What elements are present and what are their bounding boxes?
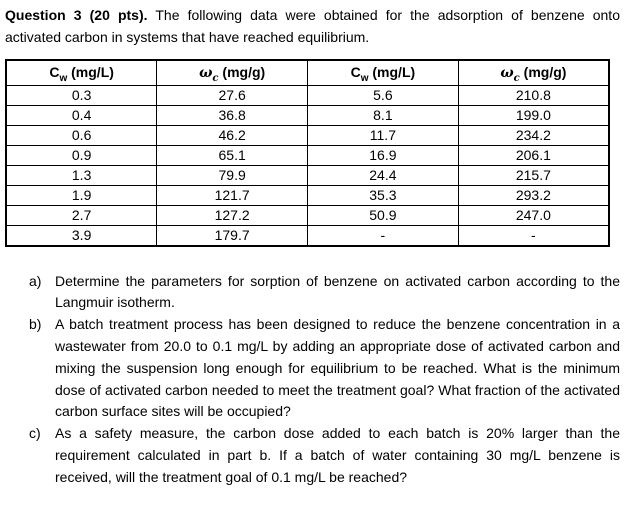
- table-cell: 27.6: [156, 84, 308, 106]
- table-cell: 8.1: [307, 104, 459, 126]
- col-header-wc-2: ωc (mg/g): [457, 59, 610, 86]
- table-cell: 1.9: [5, 184, 158, 206]
- table-row: 1.9 121.7 35.3 293.2: [5, 184, 610, 206]
- question-part-text: Determine the parameters for sorption of…: [55, 272, 620, 311]
- table-cell: 79.9: [156, 164, 308, 186]
- table-cell: 46.2: [156, 124, 308, 146]
- table-cell: 127.2: [156, 204, 308, 226]
- table-cell: 0.9: [5, 144, 158, 166]
- table-header-row: Cw (mg/L) ωc (mg/g) Cw (mg/L) ωc (mg/g): [5, 59, 610, 86]
- table-cell: 206.1: [457, 144, 610, 166]
- table-cell: 1.3: [5, 164, 158, 186]
- question-intro-text: The following data were obtained for the…: [5, 7, 620, 45]
- table-row: 0.4 36.8 8.1 199.0: [5, 104, 610, 126]
- table-cell: 121.7: [156, 184, 308, 206]
- question-part-c: c) As a safety measure, the carbon dose …: [29, 423, 620, 488]
- question-part-text: A batch treatment process has been desig…: [55, 316, 620, 420]
- table-cell: 3.9: [5, 224, 158, 247]
- table-cell: 36.8: [156, 104, 308, 126]
- table-cell: -: [457, 224, 610, 247]
- table-cell: 247.0: [457, 204, 610, 226]
- table-cell: -: [307, 224, 459, 247]
- table-row: 0.9 65.1 16.9 206.1: [5, 144, 610, 166]
- table-row: 1.3 79.9 24.4 215.7: [5, 164, 610, 186]
- table-cell: 16.9: [307, 144, 459, 166]
- table-row: 3.9 179.7 - -: [5, 224, 610, 247]
- table-cell: 35.3: [307, 184, 459, 206]
- table-cell: 0.3: [5, 84, 158, 106]
- question-part-label: c): [29, 425, 41, 442]
- table-cell: 24.4: [307, 164, 459, 186]
- question-part-label: b): [29, 316, 42, 333]
- table-cell: 199.0: [457, 104, 610, 126]
- table-cell: 50.9: [307, 204, 459, 226]
- table-cell: 234.2: [457, 124, 610, 146]
- question-part-label: a): [29, 272, 42, 289]
- question-number: Question 3 (20 pts).: [5, 7, 148, 23]
- table-cell: 11.7: [307, 124, 459, 146]
- question-parts-list: a) Determine the parameters for sorption…: [5, 271, 620, 489]
- question-part-text: As a safety measure, the carbon dose add…: [55, 425, 620, 485]
- table-cell: 210.8: [457, 84, 610, 106]
- table-row: 0.6 46.2 11.7 234.2: [5, 124, 610, 146]
- question-title: Question 3 (20 pts). The following data …: [5, 5, 620, 49]
- table-row: 0.3 27.6 5.6 210.8: [5, 84, 610, 106]
- col-header-wc-1: ωc (mg/g): [156, 59, 308, 86]
- table-cell: 65.1: [156, 144, 308, 166]
- col-header-cw-2: Cw (mg/L): [307, 59, 459, 86]
- question-part-a: a) Determine the parameters for sorption…: [29, 271, 620, 315]
- table-cell: 0.6: [5, 124, 158, 146]
- table-cell: 179.7: [156, 224, 308, 247]
- table-cell: 0.4: [5, 104, 158, 126]
- document-page: Question 3 (20 pts). The following data …: [5, 5, 620, 489]
- question-part-b: b) A batch treatment process has been de…: [29, 314, 620, 423]
- adsorption-data-table: Cw (mg/L) ωc (mg/g) Cw (mg/L) ωc (mg/g) …: [5, 58, 610, 247]
- table-cell: 215.7: [457, 164, 610, 186]
- table-cell: 293.2: [457, 184, 610, 206]
- table-row: 2.7 127.2 50.9 247.0: [5, 204, 610, 226]
- col-header-cw-1: Cw (mg/L): [5, 59, 158, 86]
- table-cell: 2.7: [5, 204, 158, 226]
- table-cell: 5.6: [307, 84, 459, 106]
